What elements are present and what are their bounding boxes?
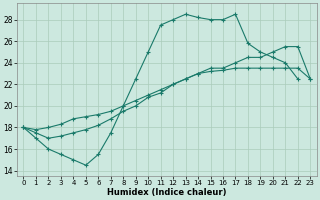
X-axis label: Humidex (Indice chaleur): Humidex (Indice chaleur) xyxy=(107,188,227,197)
